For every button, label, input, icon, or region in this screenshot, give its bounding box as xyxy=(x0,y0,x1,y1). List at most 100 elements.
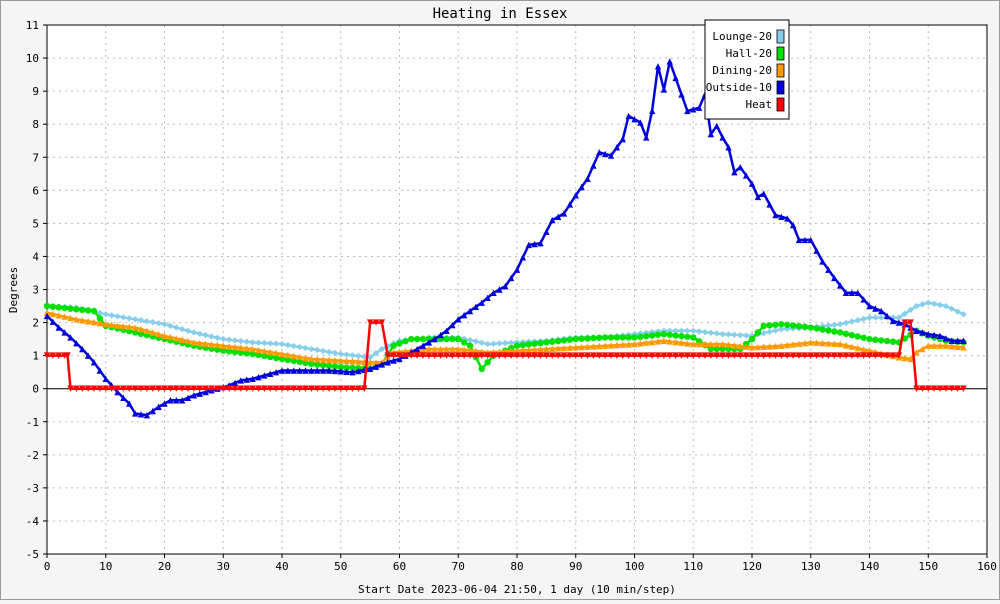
data-point-heat xyxy=(525,352,532,359)
data-point-hall-20 xyxy=(296,358,303,366)
data-point-dining-20 xyxy=(155,330,162,338)
data-point-outside-10 xyxy=(660,86,668,93)
data-point-outside-10 xyxy=(155,403,162,411)
data-point-outside-10 xyxy=(484,294,491,301)
data-point-dining-20 xyxy=(836,340,844,348)
data-point-outside-10 xyxy=(960,337,967,344)
data-point-outside-10 xyxy=(883,312,891,320)
data-point-dining-20 xyxy=(760,343,767,350)
data-point-outside-10 xyxy=(243,376,250,383)
legend-label-lounge-20: Lounge-20 xyxy=(712,30,772,43)
data-point-hall-20 xyxy=(848,331,856,339)
data-point-dining-20 xyxy=(249,345,256,353)
data-point-hall-20 xyxy=(49,303,57,310)
legend-label-heat: Heat xyxy=(746,98,773,111)
data-point-dining-20 xyxy=(930,342,938,349)
data-point-heat xyxy=(554,352,562,359)
data-point-heat xyxy=(419,352,427,359)
data-point-outside-10 xyxy=(848,289,856,297)
y-tick-label: 5 xyxy=(32,217,39,230)
data-point-outside-10 xyxy=(79,345,86,353)
series-dining-20 xyxy=(43,309,967,366)
data-point-heat xyxy=(801,352,809,359)
data-point-lounge-20 xyxy=(925,299,932,306)
data-point-hall-20 xyxy=(566,336,574,343)
data-point-heat xyxy=(701,352,709,359)
data-point-lounge-20 xyxy=(114,313,121,320)
data-point-lounge-20 xyxy=(196,330,203,338)
data-point-hall-20 xyxy=(860,334,867,341)
data-point-outside-10 xyxy=(613,144,621,151)
data-point-dining-20 xyxy=(302,354,309,362)
data-point-lounge-20 xyxy=(208,333,215,340)
data-point-outside-10 xyxy=(496,286,503,293)
data-point-dining-20 xyxy=(337,357,344,364)
data-point-dining-20 xyxy=(713,340,720,348)
data-point-dining-20 xyxy=(707,340,715,348)
data-point-heat xyxy=(396,352,403,359)
data-point-dining-20 xyxy=(208,341,215,348)
data-point-heat xyxy=(578,352,585,359)
data-point-hall-20 xyxy=(625,334,632,341)
data-point-heat xyxy=(225,385,233,392)
data-point-lounge-20 xyxy=(126,315,133,322)
data-point-outside-10 xyxy=(825,266,832,273)
data-point-outside-10 xyxy=(278,367,286,374)
data-point-heat xyxy=(754,352,762,359)
data-point-hall-20 xyxy=(261,352,268,360)
data-point-lounge-20 xyxy=(243,338,250,345)
data-point-heat xyxy=(502,352,509,359)
data-point-outside-10 xyxy=(590,162,597,169)
data-point-heat xyxy=(889,352,897,359)
data-point-outside-10 xyxy=(290,367,297,374)
y-tick-label: 4 xyxy=(32,250,39,263)
data-point-hall-20 xyxy=(513,342,521,349)
data-point-outside-10 xyxy=(249,375,256,382)
data-point-outside-10 xyxy=(831,274,838,282)
legend-label-outside-10: Outside-10 xyxy=(706,81,772,94)
y-tick-label: 3 xyxy=(32,284,39,297)
data-point-outside-10 xyxy=(131,410,139,417)
data-point-dining-20 xyxy=(137,325,145,333)
data-point-heat xyxy=(343,385,350,392)
data-point-heat xyxy=(114,385,121,392)
data-point-dining-20 xyxy=(290,352,297,360)
data-point-dining-20 xyxy=(613,341,621,349)
data-point-dining-20 xyxy=(566,344,574,351)
data-point-heat xyxy=(695,352,703,359)
data-point-outside-10 xyxy=(284,367,292,374)
data-point-dining-20 xyxy=(860,346,867,353)
data-point-lounge-20 xyxy=(690,327,697,335)
data-point-hall-20 xyxy=(331,363,339,370)
data-point-heat xyxy=(836,352,844,359)
x-tick-label: 110 xyxy=(683,560,703,573)
data-point-hall-20 xyxy=(596,334,603,341)
data-point-outside-10 xyxy=(725,144,732,151)
data-point-heat xyxy=(490,352,497,359)
data-point-hall-20 xyxy=(660,330,668,338)
data-point-lounge-20 xyxy=(137,317,145,324)
data-point-hall-20 xyxy=(249,350,256,358)
data-point-hall-20 xyxy=(883,337,891,345)
data-point-heat xyxy=(566,352,574,359)
data-point-dining-20 xyxy=(572,344,579,351)
data-point-hall-20 xyxy=(690,334,697,341)
data-point-hall-20 xyxy=(666,331,673,338)
data-point-outside-10 xyxy=(760,190,767,197)
data-point-heat xyxy=(437,352,444,359)
legend-label-dining-20: Dining-20 xyxy=(712,64,772,77)
data-point-lounge-20 xyxy=(742,332,750,339)
data-point-lounge-20 xyxy=(343,351,350,358)
data-point-dining-20 xyxy=(419,346,427,353)
data-point-heat xyxy=(267,385,274,392)
data-point-lounge-20 xyxy=(214,334,221,341)
data-point-outside-10 xyxy=(61,329,68,336)
data-point-heat xyxy=(819,352,826,359)
data-point-hall-20 xyxy=(748,335,756,343)
data-point-dining-20 xyxy=(954,343,961,351)
data-point-lounge-20 xyxy=(120,314,127,321)
data-point-dining-20 xyxy=(554,345,562,352)
data-point-outside-10 xyxy=(895,319,903,326)
data-point-lounge-20 xyxy=(496,340,503,347)
data-point-heat xyxy=(208,385,215,392)
